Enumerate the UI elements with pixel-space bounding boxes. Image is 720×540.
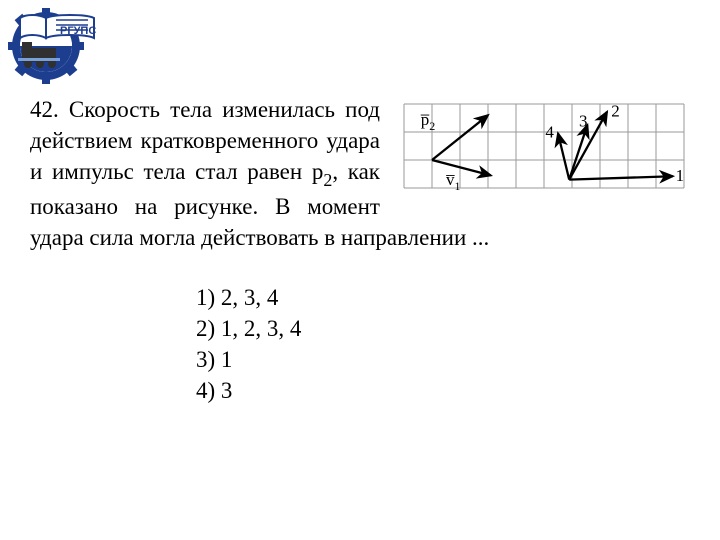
svg-text:4: 4 [545, 123, 554, 142]
institution-logo: РГУПС [8, 4, 108, 84]
svg-text:2: 2 [611, 102, 620, 121]
question-number: 42. [30, 97, 59, 122]
q-line2: действием кратковременного удара [30, 128, 380, 153]
q-line1: Скорость тела изменилась под [69, 97, 380, 122]
option-2: 2) 1, 2, 3, 4 [196, 313, 301, 344]
option-3: 3) 1 [196, 344, 301, 375]
q-line3b: , как [332, 159, 380, 184]
option-4: 4) 3 [196, 375, 301, 406]
logo-text: РГУПС [60, 25, 96, 37]
q-line3a: и импульс тела стал равен [30, 159, 312, 184]
q-p: р [312, 159, 324, 184]
svg-text:1: 1 [676, 166, 685, 185]
option-1: 1) 2, 3, 4 [196, 282, 301, 313]
answer-options: 1) 2, 3, 4 2) 1, 2, 3, 4 3) 1 4) 3 [196, 282, 301, 406]
q-line4: показано на рисунке. В момент удара сила… [30, 194, 489, 250]
svg-text:3: 3 [579, 111, 588, 130]
question-block: p̅2v̅11234 42. Скорость тела изменилась … [30, 94, 690, 253]
q-sub: 2 [323, 170, 332, 190]
physics-diagram: p̅2v̅11234 [394, 94, 690, 200]
